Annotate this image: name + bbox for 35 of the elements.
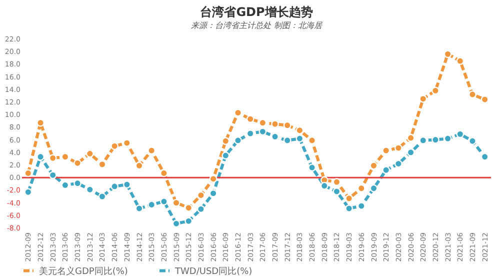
- point: [234, 136, 242, 144]
- point: [160, 198, 168, 206]
- point: [197, 205, 205, 214]
- point: [432, 86, 440, 95]
- point: [345, 194, 354, 202]
- point: [246, 130, 254, 138]
- legend-label: TWD/USD同比(%): [174, 266, 252, 277]
- point: [419, 94, 428, 103]
- point: [394, 160, 402, 168]
- point: [135, 204, 144, 212]
- legend-label: 美元名义GDP同比(%): [39, 266, 128, 277]
- chart-title: 台湾省GDP增长趋势: [200, 5, 313, 19]
- point: [184, 204, 193, 212]
- point: [382, 166, 390, 174]
- point: [110, 142, 119, 150]
- point: [394, 144, 402, 152]
- source-note: 来源：台湾省主计总处 制图：北海居: [191, 21, 323, 30]
- point: [48, 171, 57, 180]
- point: [468, 137, 476, 146]
- point: [222, 152, 230, 160]
- point: [98, 192, 106, 200]
- point: [468, 90, 476, 98]
- point: [345, 204, 354, 212]
- point: [308, 164, 316, 172]
- point: [480, 152, 489, 161]
- point: [122, 180, 131, 188]
- point: [320, 182, 328, 190]
- point: [456, 130, 464, 138]
- point: [332, 188, 341, 196]
- point: [271, 120, 279, 128]
- point: [480, 96, 489, 104]
- point: [246, 115, 254, 123]
- point: [86, 150, 94, 158]
- point: [370, 184, 378, 192]
- point: [357, 184, 366, 192]
